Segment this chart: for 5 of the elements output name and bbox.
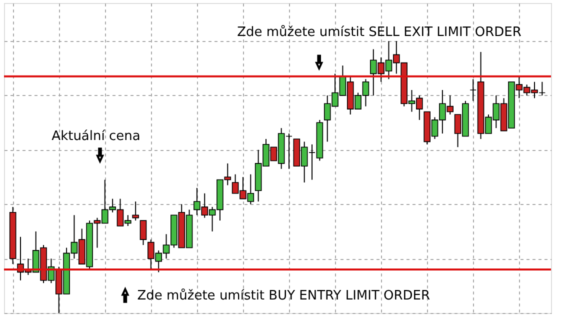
- ref-line-label: Zde můžete umístit BUY ENTRY LIMIT ORDER: [137, 288, 430, 304]
- candlestick: [132, 201, 139, 222]
- candlestick: [140, 220, 147, 246]
- annotation: Aktuální cena: [52, 129, 140, 144]
- ref-line-label: Zde můžete umístit SELL EXIT LIMIT ORDER: [237, 24, 522, 40]
